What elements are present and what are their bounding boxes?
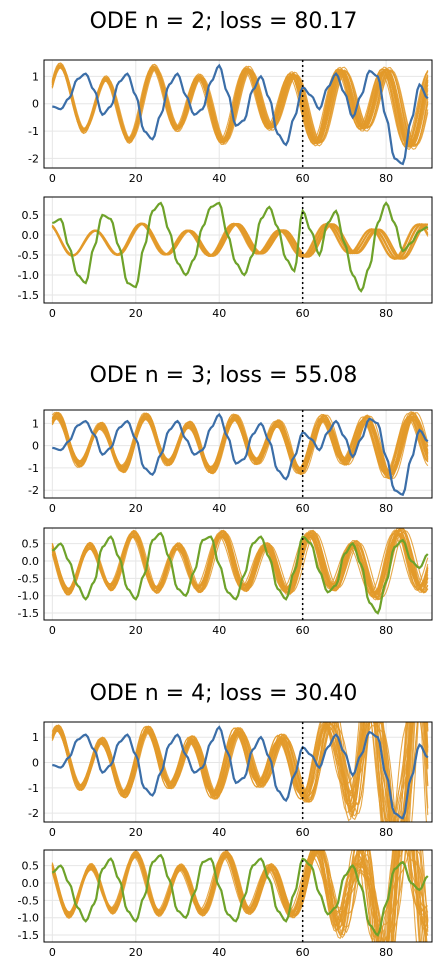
x-tick-label: 20 bbox=[129, 172, 143, 185]
y-tick-label: -1 bbox=[28, 782, 39, 795]
x-tick-label: 20 bbox=[129, 502, 143, 515]
x-tick-label: 20 bbox=[129, 307, 143, 320]
x-tick-label: 20 bbox=[129, 946, 143, 959]
x-tick-label: 60 bbox=[296, 502, 310, 515]
subplot-2-2: 0 20 40 60 80 -1.5 -1.0 -0.5 0.0 0.5 bbox=[18, 527, 433, 637]
prediction-line bbox=[51, 722, 429, 822]
x-tick-label: 80 bbox=[379, 946, 393, 959]
target-series-line bbox=[52, 725, 429, 820]
y-tick-label: -1.5 bbox=[18, 929, 39, 942]
x-tick-label: 0 bbox=[49, 172, 56, 185]
x-tick-label: 80 bbox=[379, 826, 393, 839]
x-tick-label: 40 bbox=[212, 946, 226, 959]
y-tick-label: -1.5 bbox=[18, 607, 39, 620]
prediction-line bbox=[51, 722, 429, 822]
plot-frame bbox=[43, 409, 433, 499]
target-series-line bbox=[52, 412, 429, 497]
x-tick-label: 0 bbox=[49, 502, 56, 515]
subplot-3-1: 0 20 40 60 80 -2 -1 0 1 bbox=[28, 721, 433, 839]
y-tick-label: -1.0 bbox=[18, 590, 39, 603]
y-tick-label: 1 bbox=[32, 70, 39, 83]
x-tick-label: 40 bbox=[212, 624, 226, 637]
plot-frame bbox=[43, 59, 433, 169]
x-tick-label: 0 bbox=[49, 307, 56, 320]
prediction-line bbox=[51, 415, 429, 476]
chart-title: ODE n = 3; loss = 55.08 bbox=[90, 363, 358, 388]
x-tick-label: 80 bbox=[379, 502, 393, 515]
y-tick-label: 0.5 bbox=[22, 538, 40, 551]
x-tick-label: 20 bbox=[129, 826, 143, 839]
y-tick-label: 0.0 bbox=[22, 555, 40, 568]
x-tick-label: 40 bbox=[212, 172, 226, 185]
y-tick-label: -2 bbox=[28, 807, 39, 820]
subplot-3-2: 0 20 40 60 80 -1.5 -1.0 -0.5 0.0 0.5 bbox=[18, 849, 433, 959]
y-tick-label: -1.0 bbox=[18, 269, 39, 282]
target-series-line bbox=[51, 201, 429, 293]
y-tick-label: -0.5 bbox=[18, 572, 39, 585]
x-tick-label: 40 bbox=[212, 826, 226, 839]
x-tick-label: 0 bbox=[49, 946, 56, 959]
chart-title: ODE n = 4; loss = 30.40 bbox=[90, 681, 358, 706]
target-series-line bbox=[52, 63, 429, 166]
prediction-line bbox=[51, 850, 429, 942]
x-tick-label: 60 bbox=[296, 307, 310, 320]
y-tick-label: 0 bbox=[32, 98, 39, 111]
subplot-2-1: 0 20 40 60 80 -2 -1 0 1 bbox=[28, 409, 433, 515]
target-series-line bbox=[51, 531, 429, 615]
y-tick-label: 0 bbox=[32, 757, 39, 770]
y-tick-label: 1 bbox=[32, 417, 39, 430]
prediction-line bbox=[51, 223, 429, 259]
y-tick-label: -0.5 bbox=[18, 249, 39, 262]
plot-frame bbox=[43, 721, 433, 823]
prediction-line bbox=[51, 850, 426, 942]
x-tick-label: 60 bbox=[296, 826, 310, 839]
y-tick-label: 1 bbox=[32, 731, 39, 744]
prediction-line bbox=[51, 722, 418, 822]
y-tick-label: 0.0 bbox=[22, 229, 40, 242]
y-tick-label: 0.5 bbox=[22, 860, 40, 873]
prediction-line bbox=[51, 722, 414, 822]
y-tick-label: -1 bbox=[28, 462, 39, 475]
x-tick-label: 80 bbox=[379, 172, 393, 185]
y-tick-label: -2 bbox=[28, 152, 39, 165]
prediction-line bbox=[51, 528, 429, 600]
prediction-line bbox=[51, 722, 429, 822]
prediction-line bbox=[51, 66, 429, 146]
plot-frame bbox=[43, 527, 433, 621]
x-tick-label: 80 bbox=[379, 307, 393, 320]
subplot-1-2: 0 20 40 60 80 -1.5 -1.0 -0.5 0.0 0.5 bbox=[18, 196, 433, 320]
x-tick-label: 60 bbox=[296, 624, 310, 637]
y-tick-label: -2 bbox=[28, 484, 39, 497]
y-tick-label: -1 bbox=[28, 125, 39, 138]
target-series-line bbox=[51, 853, 429, 937]
y-tick-label: -1.5 bbox=[18, 289, 39, 302]
x-tick-label: 60 bbox=[296, 172, 310, 185]
prediction-line bbox=[51, 850, 424, 942]
prediction-line bbox=[51, 722, 429, 822]
prediction-line bbox=[51, 722, 429, 822]
prediction-line bbox=[51, 66, 429, 146]
prediction-line bbox=[51, 222, 429, 260]
y-tick-label: 0 bbox=[32, 440, 39, 453]
x-tick-label: 40 bbox=[212, 502, 226, 515]
x-tick-label: 0 bbox=[49, 826, 56, 839]
subplot-1-1: 0 20 40 60 80 -2 -1 0 1 bbox=[28, 59, 433, 185]
chart-title: ODE n = 2; loss = 80.17 bbox=[90, 9, 358, 34]
x-tick-label: 60 bbox=[296, 946, 310, 959]
x-tick-label: 40 bbox=[212, 307, 226, 320]
y-tick-label: -1.0 bbox=[18, 912, 39, 925]
x-tick-label: 0 bbox=[49, 624, 56, 637]
x-tick-label: 20 bbox=[129, 624, 143, 637]
prediction-line bbox=[51, 722, 419, 822]
plot-frame bbox=[43, 849, 433, 943]
x-tick-label: 80 bbox=[379, 624, 393, 637]
y-tick-label: 0.5 bbox=[22, 209, 40, 222]
plot-frame bbox=[43, 196, 433, 304]
y-tick-label: 0.0 bbox=[22, 877, 40, 890]
y-tick-label: -0.5 bbox=[18, 894, 39, 907]
